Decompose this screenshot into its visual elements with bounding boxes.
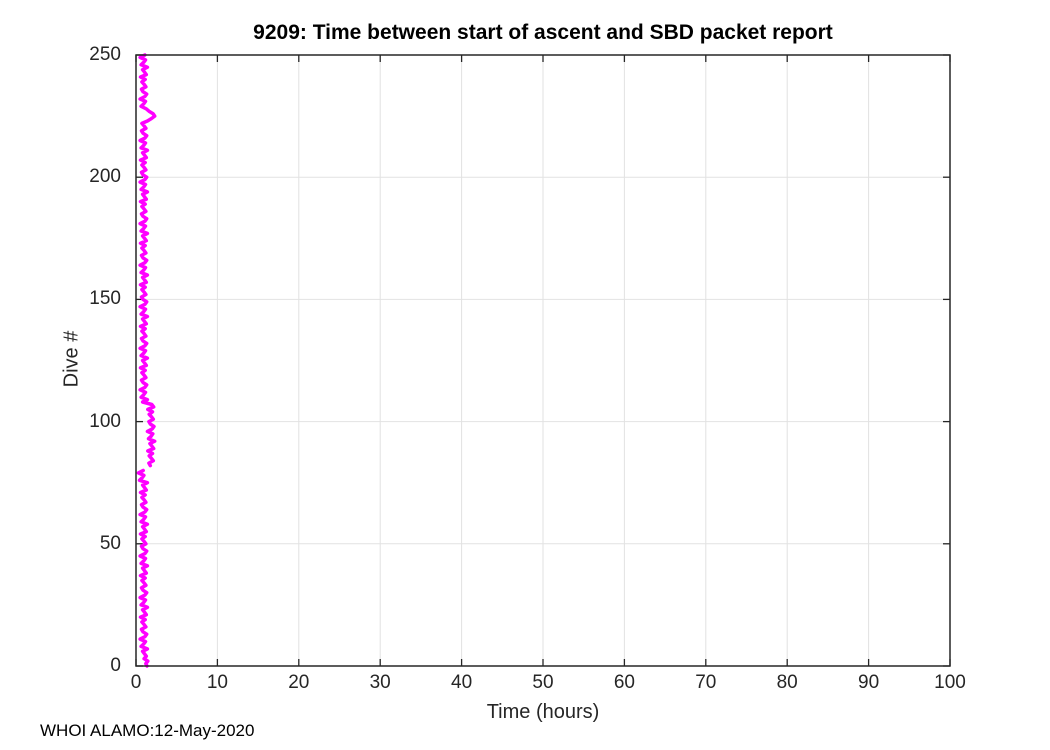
x-tick-label: 20: [288, 672, 310, 693]
x-axis-label: Time (hours): [486, 701, 600, 723]
chart-title: 9209: Time between start of ascent and S…: [253, 21, 833, 44]
x-tick-label: 30: [369, 672, 391, 693]
x-tick-label: 0: [130, 672, 142, 693]
y-tick-label: 200: [89, 166, 121, 188]
plot-area: [135, 53, 951, 668]
y-tick-label: 0: [110, 655, 121, 676]
y-axis-label: Dive #: [60, 330, 83, 388]
x-tick-label: 50: [532, 672, 554, 693]
y-tick-label: 100: [89, 410, 121, 432]
x-tick-label: 40: [451, 672, 473, 693]
y-tick-label: 50: [99, 532, 121, 554]
x-tick-label: 100: [934, 672, 966, 693]
data-series-line: [136, 53, 157, 668]
x-tick-label: 60: [613, 672, 635, 693]
x-tick-label: 80: [776, 672, 798, 693]
axes-box: [135, 54, 951, 667]
x-tick-label: 90: [858, 672, 880, 693]
y-tick-label: 250: [89, 44, 121, 65]
plot-canvas: [135, 53, 951, 668]
y-tick-label: 150: [89, 288, 121, 310]
footer-watermark: WHOI ALAMO:12-May-2020: [40, 721, 255, 740]
x-tick-label: 70: [695, 672, 717, 693]
x-tick-label: 10: [206, 672, 228, 693]
